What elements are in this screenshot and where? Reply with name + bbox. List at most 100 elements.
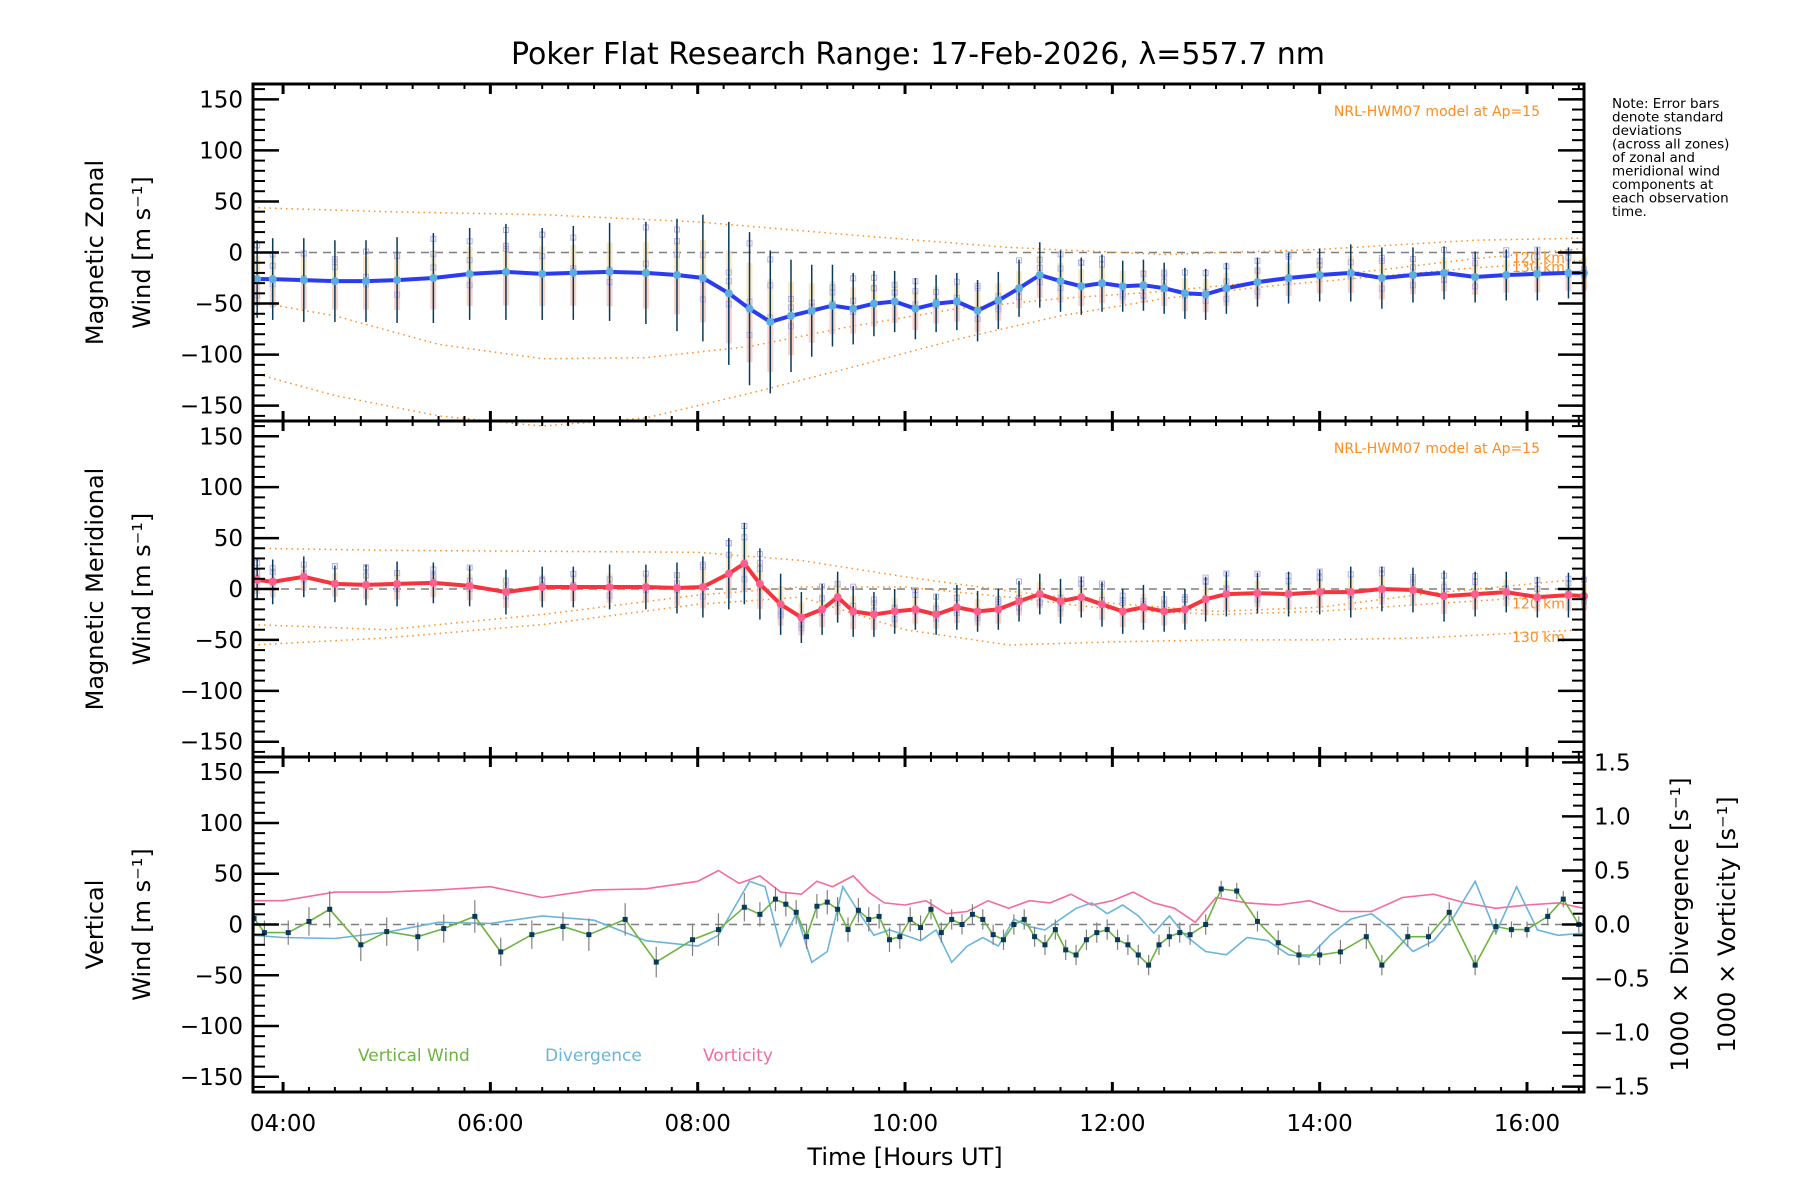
vertical-wind-point [285, 930, 291, 936]
wind-point [932, 299, 941, 308]
wind-point [1201, 595, 1210, 604]
vertical-wind-point [1234, 888, 1240, 894]
wind-point [911, 605, 920, 614]
left-tick-label: 0 [228, 241, 243, 267]
vertical-wind-point [1083, 937, 1089, 943]
time-axis: 04:00 06:00 08:00 10:00 12:00 14:00 16:00 Time … [250, 1111, 1560, 1171]
wind-point [1564, 591, 1573, 600]
vertical-wind-point [560, 924, 566, 930]
wind-point [429, 578, 438, 587]
vertical-wind-point [835, 906, 841, 912]
vertical-wind-point [1560, 896, 1566, 902]
x-tick-label: 14:00 [1287, 1111, 1353, 1137]
wind-point [1408, 270, 1417, 279]
y-axis-label-line2: Wind [m s⁻¹] [128, 513, 156, 665]
wind-point [1253, 589, 1262, 598]
vertical-wind-point [1275, 940, 1281, 946]
wind-point [538, 269, 547, 278]
left-tick-label: −100 [180, 679, 243, 705]
wind-point [1180, 605, 1189, 614]
wind-point [1097, 279, 1106, 288]
vertical-wind-point [804, 934, 810, 940]
vertical-wind-point [1135, 952, 1141, 958]
right-tick-label: −1.0 [1594, 1021, 1650, 1047]
left-tick-label: −100 [180, 343, 243, 369]
vertical-wind-point [653, 959, 659, 965]
vertical-wind-point [715, 927, 721, 933]
wind-point [1408, 586, 1417, 595]
wind-point [1346, 268, 1355, 277]
vertical-wind-point [472, 913, 478, 919]
wind-point [1315, 270, 1324, 279]
left-tick-label: −50 [194, 963, 243, 989]
wind-point [818, 605, 827, 614]
wind-point [393, 276, 402, 285]
wind-point [973, 306, 982, 315]
legend-vorticity: Vorticity [703, 1046, 773, 1066]
wind-point [1377, 274, 1386, 283]
vertical-wind-point [1104, 927, 1110, 933]
vertical-wind-point [1125, 942, 1131, 948]
wind-point [1077, 282, 1086, 291]
vertical-wind-point [1032, 934, 1038, 940]
vertical-wind-point [690, 937, 696, 943]
wind-point [973, 607, 982, 616]
left-tick-label: −100 [180, 1014, 243, 1040]
vertical-wind-point [814, 903, 820, 909]
right-tick-label: −0.5 [1594, 967, 1650, 993]
model-annotation: NRL-HWM07 model at Ap=15 [1334, 104, 1540, 120]
vertical-wind-point [1446, 909, 1452, 915]
chart-title: Poker Flat Research Range: 17-Feb-2026, … [511, 37, 1325, 72]
left-tick-label: 150 [199, 87, 243, 113]
left-tick-label: 50 [214, 862, 243, 888]
vertical-wind-point [415, 934, 421, 940]
wind-point [1502, 588, 1511, 597]
vertical-wind-point [1218, 886, 1224, 892]
wind-point [1139, 281, 1148, 290]
legend-divergence: Divergence [545, 1046, 642, 1066]
wind-point [299, 572, 308, 581]
wind-point [1471, 590, 1480, 599]
wind-point [1284, 274, 1293, 283]
wind-point [538, 582, 547, 591]
vertical-wind-point [783, 901, 789, 907]
right-tick-label: 0.0 [1594, 913, 1631, 939]
wind-point [1035, 270, 1044, 279]
left-tick-label: 100 [199, 475, 243, 501]
wind-point [724, 569, 733, 578]
wind-point [1315, 588, 1324, 597]
wind-point [1346, 588, 1355, 597]
vertical-wind-point [886, 937, 892, 943]
vertical-wind-point [1115, 937, 1121, 943]
vertical-wind-point [845, 927, 851, 933]
model-curve [252, 247, 1585, 360]
wind-point [745, 304, 754, 313]
wind-point [994, 296, 1003, 305]
left-tick-label: −150 [180, 394, 243, 420]
vertical-wind-point [959, 922, 965, 927]
vertical-wind-point [1317, 952, 1323, 958]
vertical-wind-point [928, 906, 934, 912]
wind-point [755, 579, 764, 588]
wind-point [253, 275, 262, 284]
vertical-wind-point [327, 906, 333, 912]
y-axis-label-line1: Magnetic Meridional [81, 468, 109, 711]
x-tick-label: 04:00 [250, 1111, 316, 1137]
wind-point [766, 317, 775, 326]
wind-point [1160, 607, 1169, 616]
left-tick-label: 100 [199, 138, 243, 164]
wind-point [465, 581, 474, 590]
wind-point [1118, 607, 1127, 616]
note-line: Note: Error bars [1612, 96, 1719, 112]
vertical-wind-point [980, 916, 986, 922]
wind-point [776, 600, 785, 609]
vertical-wind-point [1073, 952, 1079, 958]
left-tick-label: 50 [214, 189, 243, 215]
wind-point [1015, 597, 1024, 606]
left-tick-label: −50 [194, 292, 243, 318]
model-curve [252, 206, 1585, 256]
